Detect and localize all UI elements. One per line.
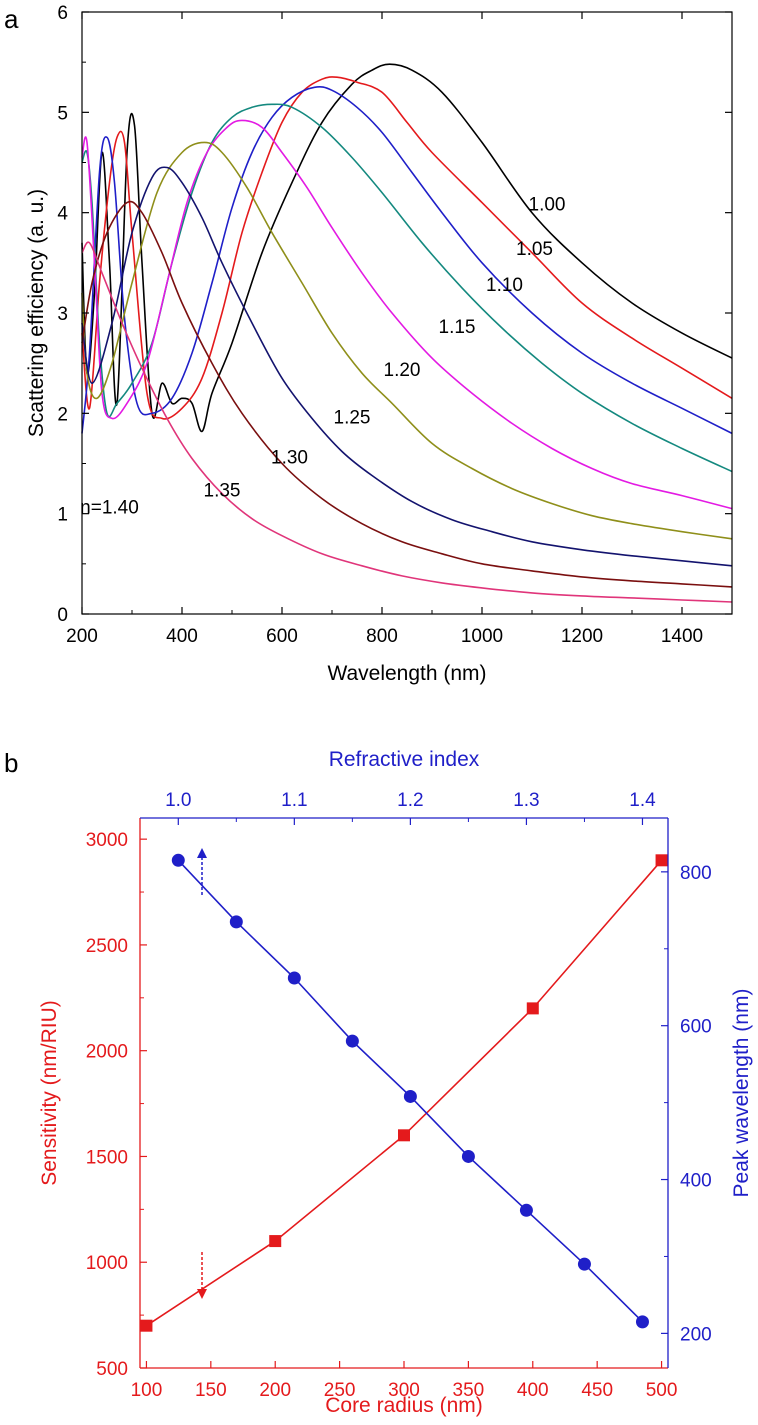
bottom-tick-label: 150 [195,1380,227,1401]
x-tick-label: 600 [266,626,298,647]
bottom-tick-label: 400 [517,1380,549,1401]
sensitivity-line [145,859,663,1327]
peak-wavelength-marker [171,853,185,867]
curve-n-1-30 [81,166,733,567]
peak-wavelength-marker [345,1034,359,1048]
peak-wavelength-marker [287,971,301,985]
top-tick-label: 1.0 [165,790,191,811]
panel-b-top-axis-label: Refractive index [329,748,480,771]
top-tick-label: 1.1 [281,790,307,811]
bottom-tick-label: 250 [324,1380,356,1401]
y-tick-label: 2 [57,404,68,425]
right-tick-label: 400 [680,1171,712,1192]
top-tick-label: 1.4 [629,790,656,811]
bottom-tick-label: 350 [453,1380,485,1401]
left-tick-label: 2000 [86,1042,128,1063]
panel-a: a 1.00 1.05 1.10 1.15 1.20 1.25 1.30 1.35 n=1.40… [4,3,733,685]
panel-a-x-ticks: 200 400 600 800 1000 1200 1400 [66,12,733,647]
x-tick-label: 200 [66,626,98,647]
right-tick-label: 200 [680,1324,712,1345]
curve-label: 1.25 [334,407,371,428]
panel-b-series [140,853,668,1332]
panel-b-right-y-axis-label: Peak wavelength (nm) [730,989,753,1198]
curve-n-1-40 [81,241,733,603]
peak-wavelength-marker [577,1257,591,1271]
left-tick-label: 1500 [86,1147,128,1168]
curve-label: 1.15 [439,317,476,338]
y-tick-label: 3 [57,304,68,325]
sensitivity-marker [140,1319,153,1332]
curve-label: 1.05 [516,239,553,260]
panel-a-y-axis-label: Scattering efficiency (a. u.) [25,189,48,437]
left-tick-label: 3000 [86,830,128,851]
left-tick-label: 1000 [86,1253,128,1274]
peak-wavelength-marker [461,1149,475,1163]
top-tick-label: 1.3 [513,790,539,811]
top-tick-label: 1.2 [397,790,423,811]
panel-b-left-y-axis-label: Sensitivity (nm/RIU) [38,1000,61,1186]
x-tick-label: 1200 [561,626,603,647]
bottom-tick-label: 500 [646,1380,678,1401]
panel-a-curve-labels: 1.00 1.05 1.10 1.15 1.20 1.25 1.30 1.35 n=1.40 [80,195,565,519]
curve-n-1-05 [81,76,733,420]
x-tick-label: 800 [366,626,398,647]
left-tick-label: 500 [96,1359,128,1380]
y-tick-label: 6 [57,3,68,24]
x-tick-label: 1000 [461,626,503,647]
left-tick-label: 2500 [86,936,128,957]
panel-b-x-axis-label: Core radius (nm) [325,1394,483,1417]
panel-b-ticks: 100 150 200 250 300 350 400 450 500 1.0 1.1 1.2 1.3 1… [86,790,712,1401]
panel-b: b Refractive index 100 150 200 250 300 350 400… [4,748,753,1417]
x-tick-label: 1400 [661,626,703,647]
sensitivity-marker [269,1235,282,1248]
bottom-tick-label: 300 [388,1380,420,1401]
peak-wavelength-marker [519,1203,533,1217]
curve-n-1-15 [81,103,733,473]
curve-label: 1.00 [529,195,566,216]
panel-a-label: a [4,4,19,34]
curve-label: 1.20 [384,360,421,381]
sensitivity-marker [655,854,668,867]
peak-wavelength-marker [229,915,243,929]
right-tick-label: 800 [680,863,712,884]
curve-label: 1.10 [486,275,523,296]
panel-b-blue-up-arrow [197,848,207,895]
y-tick-label: 4 [57,204,68,225]
bottom-tick-label: 200 [259,1380,291,1401]
panel-a-curves [81,63,733,603]
curve-label: 1.35 [204,481,241,502]
curve-n-1-35 [81,200,733,588]
curve-n-1-10 [81,85,733,435]
right-tick-label: 600 [680,1017,712,1038]
y-tick-label: 0 [57,605,68,626]
y-tick-label: 5 [57,103,68,124]
sensitivity-marker [398,1129,410,1142]
bottom-tick-label: 100 [131,1380,163,1401]
curve-label: n=1.40 [80,498,139,519]
bottom-tick-label: 450 [581,1380,613,1401]
x-tick-label: 400 [166,626,198,647]
panel-a-y-ticks: 0 1 2 3 4 5 6 [57,3,732,626]
peak-wavelength-marker [403,1089,417,1103]
curve-n-1-20 [81,119,733,510]
curve-label: 1.30 [271,448,308,469]
panel-b-label: b [4,748,18,778]
y-tick-label: 1 [57,505,68,526]
panel-a-x-axis-label: Wavelength (nm) [327,662,486,685]
sensitivity-marker [526,1002,539,1015]
panel-b-red-down-arrow [197,1252,207,1299]
peak-wavelength-marker [635,1315,649,1329]
